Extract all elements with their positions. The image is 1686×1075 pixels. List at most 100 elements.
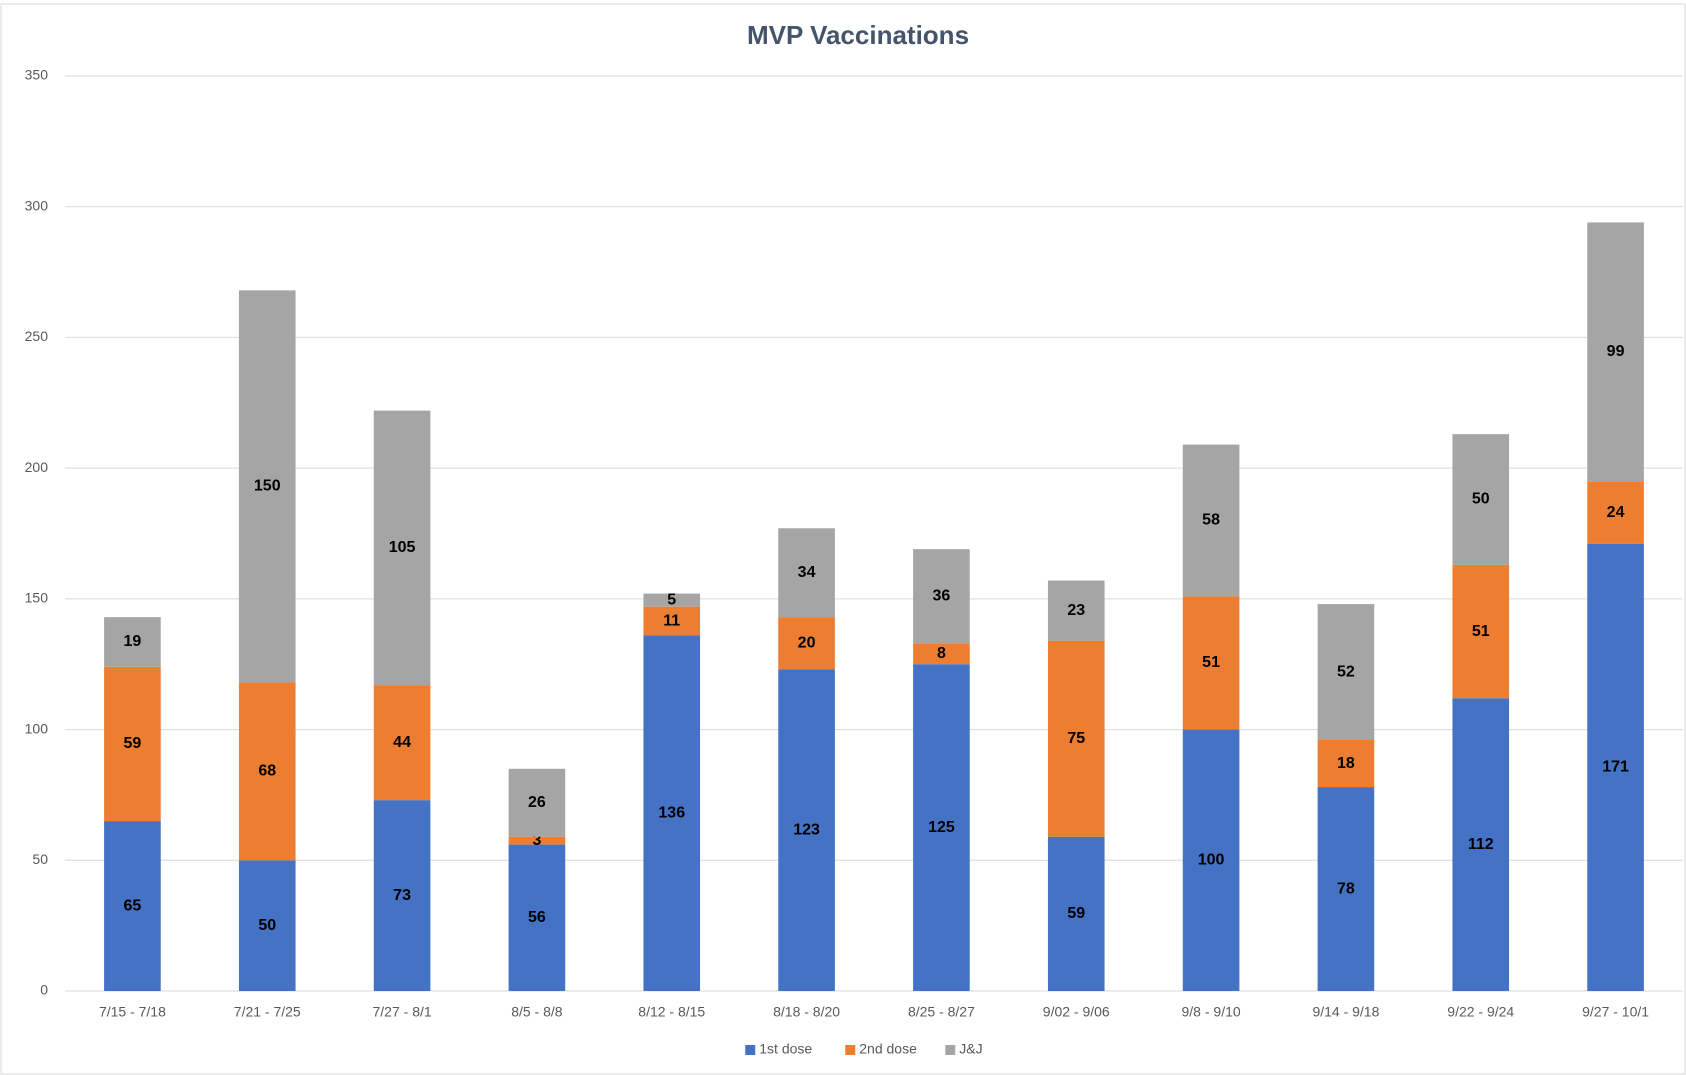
legend-swatch xyxy=(945,1045,956,1055)
data-label: 125 xyxy=(928,819,955,836)
data-label: 20 xyxy=(798,635,816,652)
data-label: 26 xyxy=(528,794,546,811)
data-label: 59 xyxy=(1067,905,1085,922)
bar-segment xyxy=(778,669,835,991)
data-label: 75 xyxy=(1067,730,1085,747)
data-label: 136 xyxy=(658,804,685,821)
bar-segment xyxy=(1047,836,1105,991)
bar-segment xyxy=(1182,596,1240,730)
x-tick-label: 8/18 - 8/20 xyxy=(773,1004,840,1020)
bar-segment xyxy=(1452,434,1510,565)
bar-segment xyxy=(508,844,566,991)
x-tick-label: 7/15 - 7/18 xyxy=(99,1004,166,1020)
bar-segment xyxy=(1182,444,1240,597)
bar-segment xyxy=(1317,604,1375,741)
data-label: 58 xyxy=(1202,512,1220,529)
y-tick-label: 50 xyxy=(32,851,48,867)
x-tick-label: 7/21 - 7/25 xyxy=(234,1004,301,1020)
data-label: 52 xyxy=(1337,663,1355,680)
data-label: 5 xyxy=(667,591,676,608)
y-tick-label: 100 xyxy=(25,720,49,736)
bar-segment xyxy=(508,768,566,837)
bar-segment xyxy=(373,410,431,686)
data-label: 18 xyxy=(1337,755,1355,772)
bar-segment xyxy=(1452,564,1510,699)
bar-segment xyxy=(238,290,296,683)
bar-segment xyxy=(104,617,161,667)
bar-segment xyxy=(104,666,161,822)
bar-segment xyxy=(1047,580,1105,641)
data-label: 112 xyxy=(1468,836,1494,853)
legend-swatch xyxy=(845,1045,856,1055)
bar-segment xyxy=(913,643,970,665)
data-label: 51 xyxy=(1202,654,1220,671)
y-tick-label: 250 xyxy=(25,328,49,344)
bar-segment xyxy=(1047,640,1105,837)
bar-segment xyxy=(373,685,431,801)
bar-segment xyxy=(1452,698,1510,991)
y-tick-label: 0 xyxy=(40,982,48,998)
bar-segment xyxy=(238,860,296,991)
x-tick-label: 9/02 - 9/06 xyxy=(1043,1004,1110,1020)
data-label: 11 xyxy=(663,612,680,629)
y-tick-label: 350 xyxy=(25,67,49,83)
legend-label: J&J xyxy=(959,1041,982,1057)
data-label: 50 xyxy=(1472,491,1490,508)
bar-segment xyxy=(643,635,701,991)
data-label: 68 xyxy=(258,763,276,780)
bar-segment xyxy=(913,549,970,644)
bar-segment xyxy=(1317,787,1375,991)
data-label: 51 xyxy=(1472,623,1490,640)
data-label: 171 xyxy=(1602,759,1629,776)
x-tick-label: 9/27 - 10/1 xyxy=(1582,1004,1649,1020)
bar-segment xyxy=(643,593,701,607)
x-tick-label: 8/25 - 8/27 xyxy=(908,1004,975,1020)
bar-segment xyxy=(1587,481,1644,544)
data-label: 105 xyxy=(389,539,416,556)
data-label: 73 xyxy=(393,887,411,904)
data-label: 78 xyxy=(1337,880,1355,897)
y-tick-label: 300 xyxy=(25,197,49,213)
bar-segment xyxy=(778,617,835,670)
x-tick-label: 7/27 - 8/1 xyxy=(373,1004,432,1020)
y-tick-label: 200 xyxy=(25,459,49,475)
data-label: 44 xyxy=(393,734,411,751)
bar-segment xyxy=(238,682,296,861)
x-tick-label: 9/14 - 9/18 xyxy=(1312,1004,1379,1020)
data-label: 65 xyxy=(124,897,142,914)
bar-segment xyxy=(508,836,566,845)
legend-label: 2nd dose xyxy=(859,1041,917,1057)
data-label: 56 xyxy=(528,909,546,926)
data-label: 50 xyxy=(258,917,276,934)
bar-segment xyxy=(1587,222,1644,482)
data-label: 99 xyxy=(1607,343,1625,360)
x-tick-label: 8/5 - 8/8 xyxy=(511,1004,563,1020)
bar-segment xyxy=(643,606,701,636)
bar-segment xyxy=(104,821,161,991)
data-label: 3 xyxy=(532,832,541,849)
data-label: 59 xyxy=(124,735,142,752)
x-tick-label: 9/8 - 9/10 xyxy=(1182,1004,1241,1020)
data-label: 19 xyxy=(124,633,142,650)
data-label: 150 xyxy=(254,478,281,495)
bar-segment xyxy=(1317,740,1375,788)
bar-segment xyxy=(373,800,431,991)
data-label: 23 xyxy=(1067,602,1085,619)
bar-segment xyxy=(913,664,970,991)
bar-segment xyxy=(1182,729,1240,991)
data-label: 100 xyxy=(1198,852,1225,869)
data-label: 123 xyxy=(793,821,820,838)
legend-label: 1st dose xyxy=(759,1041,812,1057)
data-label: 36 xyxy=(933,587,951,604)
x-tick-label: 9/22 - 9/24 xyxy=(1447,1004,1514,1020)
x-tick-label: 8/12 - 8/15 xyxy=(638,1004,705,1020)
bar-segment xyxy=(778,528,835,618)
y-tick-label: 150 xyxy=(25,590,49,606)
data-label: 24 xyxy=(1607,504,1625,521)
legend-swatch xyxy=(745,1045,756,1055)
chart-title: MVP Vaccinations xyxy=(747,20,969,50)
data-label: 34 xyxy=(798,564,816,581)
data-label: 8 xyxy=(937,645,946,662)
bar-segment xyxy=(1587,543,1644,991)
